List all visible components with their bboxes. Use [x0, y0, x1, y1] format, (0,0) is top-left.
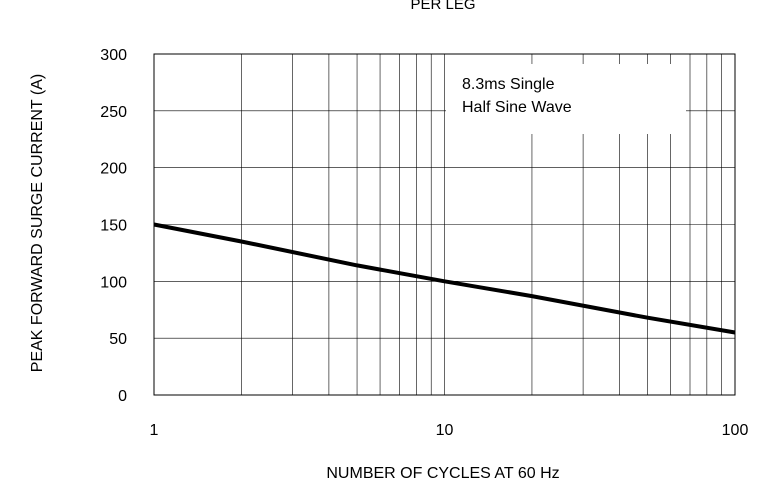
- y-tick-label: 0: [118, 388, 127, 405]
- x-tick-label: 10: [436, 422, 454, 439]
- x-tick-label: 100: [722, 422, 749, 439]
- series-line: [153, 222, 736, 335]
- x-tick-labels: 1 10 100: [150, 422, 749, 439]
- annotation-line-2: Half Sine Wave: [462, 99, 572, 116]
- y-tick-label: 150: [100, 218, 127, 235]
- y-tick-label: 200: [100, 161, 127, 178]
- x-axis-label: NUMBER OF CYCLES AT 60 Hz: [326, 465, 559, 482]
- y-tick-label: 250: [100, 104, 127, 121]
- y-tick-label: 50: [109, 331, 127, 348]
- series-layer: [153, 222, 736, 335]
- y-tick-label: 100: [100, 274, 127, 291]
- chart-title: PER LEG: [410, 0, 475, 13]
- y-tick-label: 300: [100, 47, 127, 64]
- x-tick-label: 1: [150, 422, 159, 439]
- y-axis-label: PEAK FORWARD SURGE CURRENT (A): [29, 74, 46, 372]
- annotation-line-1: 8.3ms Single: [462, 76, 555, 93]
- y-tick-labels: 0 50 100 150 200 250 300: [100, 47, 127, 405]
- annotation-box: [446, 64, 686, 134]
